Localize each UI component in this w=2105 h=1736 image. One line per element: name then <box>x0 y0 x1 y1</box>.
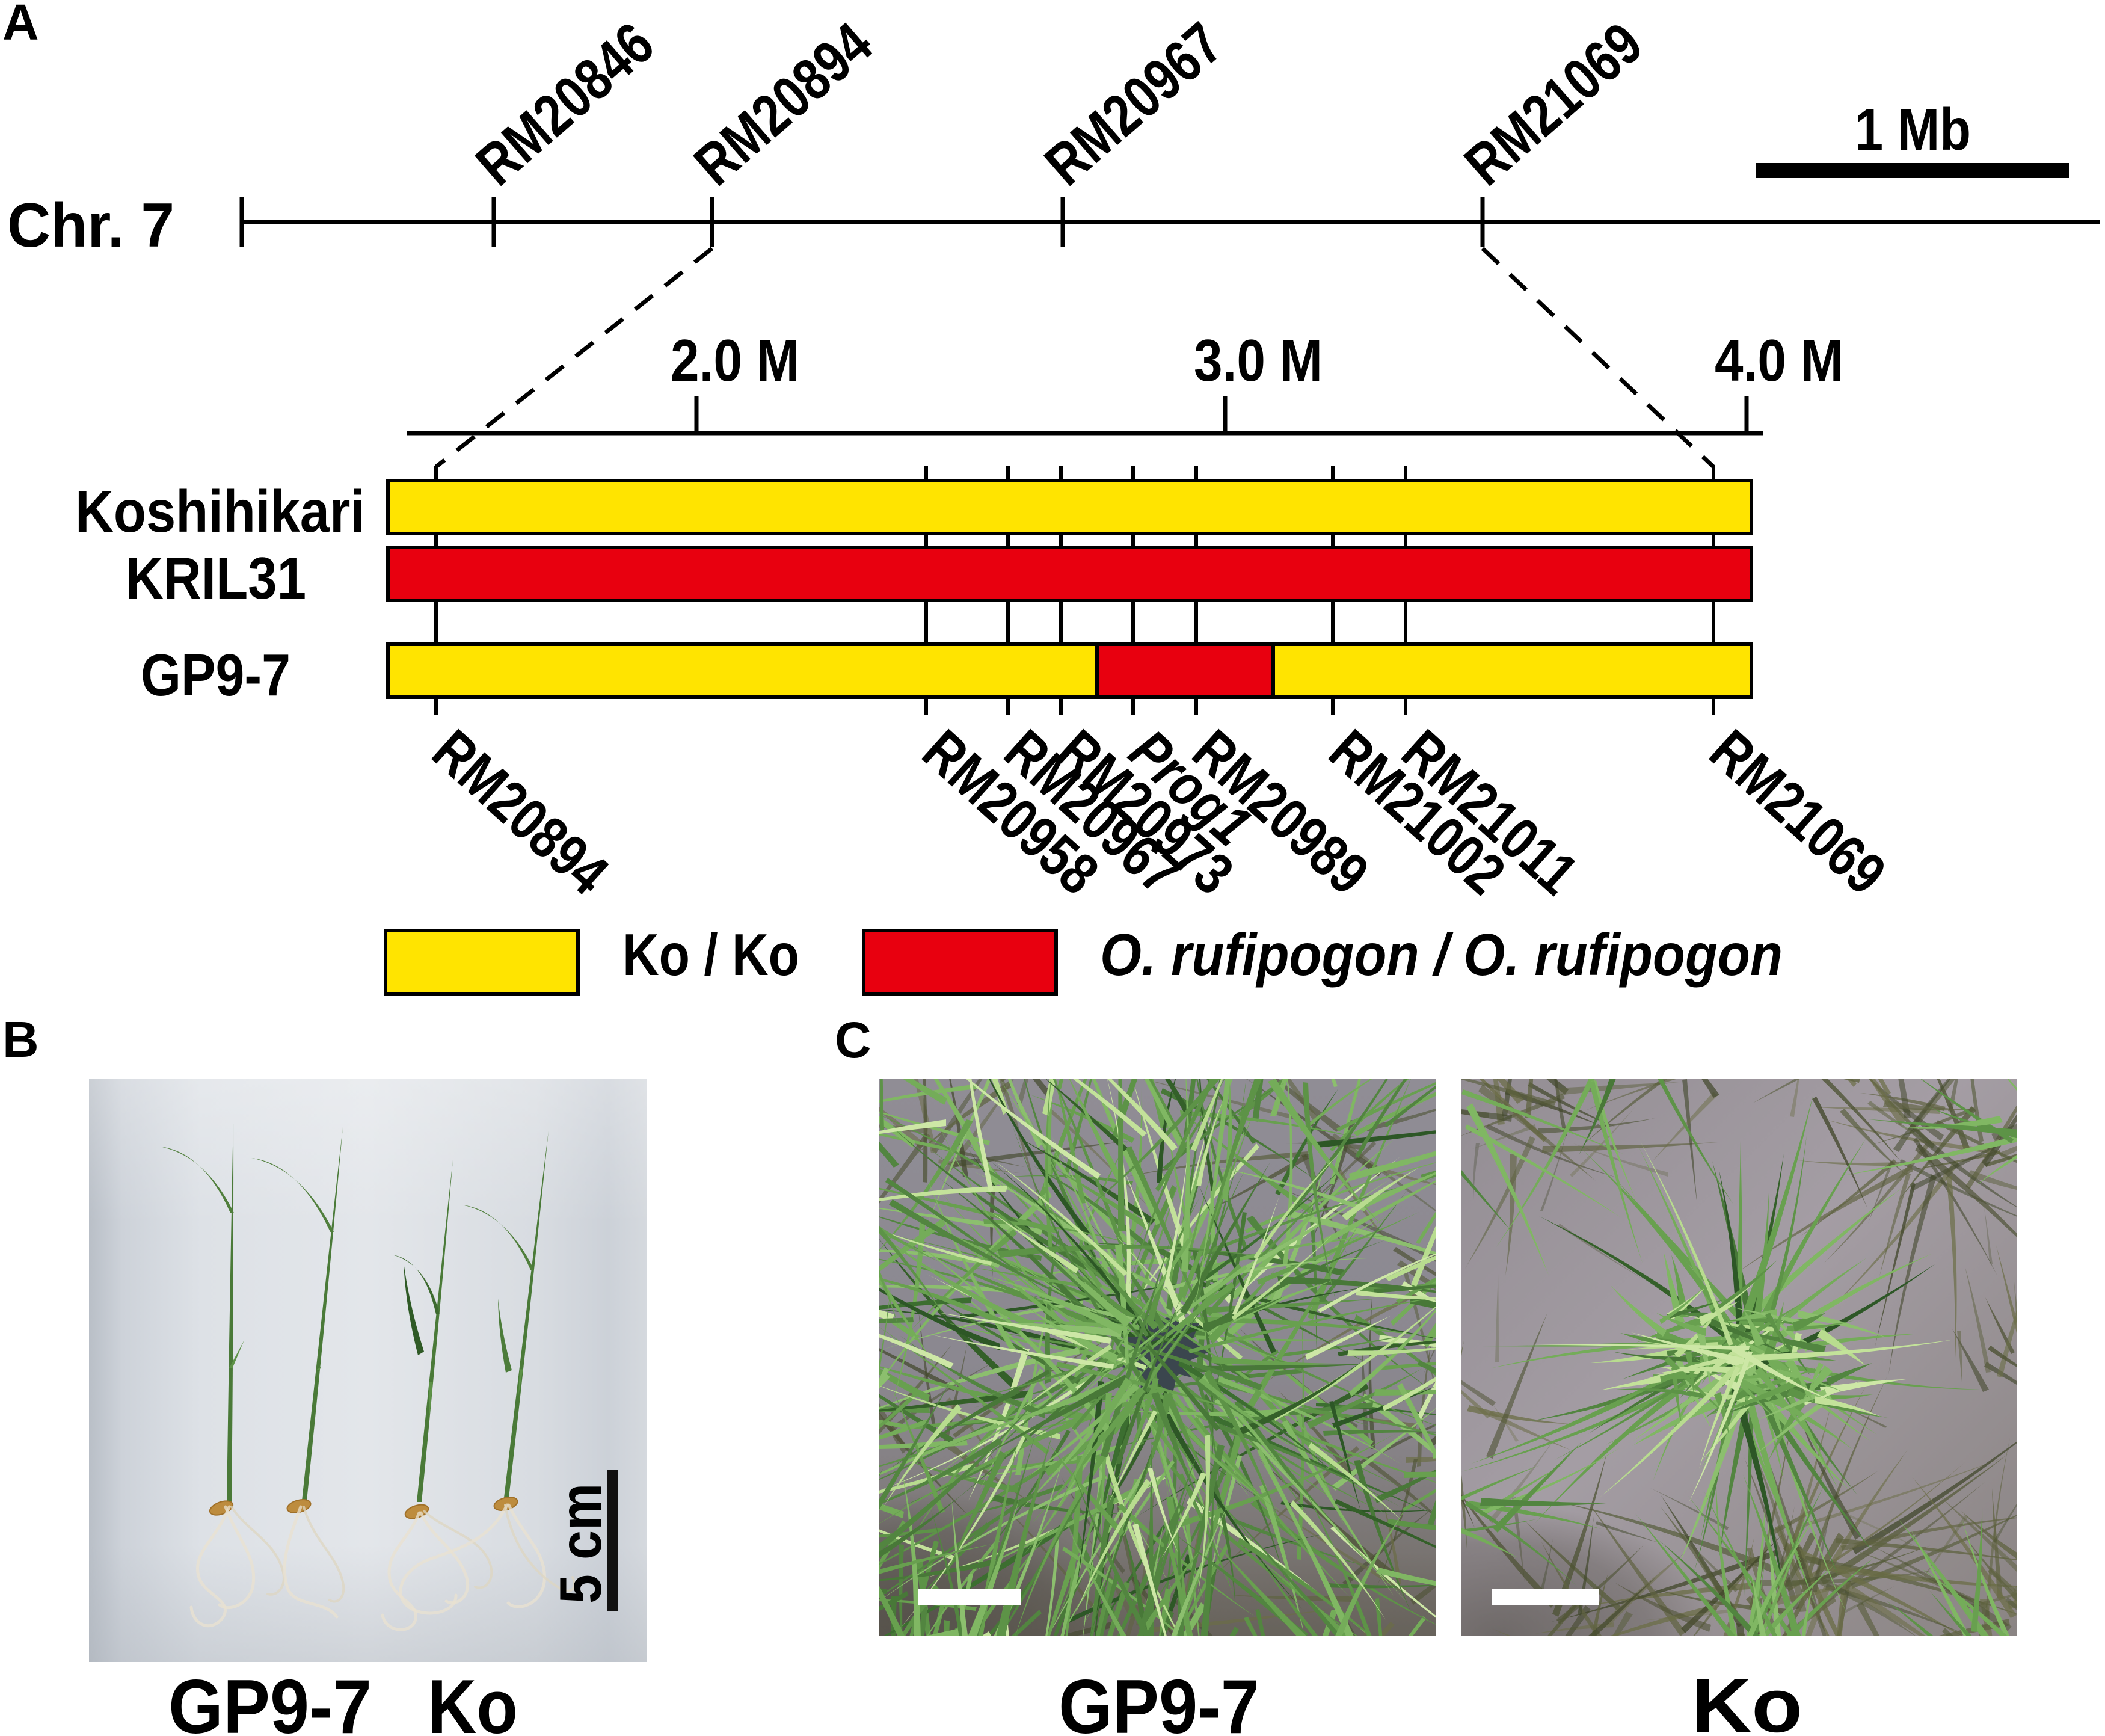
svg-text:4.0 M: 4.0 M <box>1715 327 1843 393</box>
svg-text:2.0 M: 2.0 M <box>671 327 799 393</box>
svg-text:B: B <box>2 1011 39 1068</box>
svg-text:1 Mb: 1 Mb <box>1855 96 1971 162</box>
svg-text:Ko: Ko <box>1691 1663 1802 1736</box>
svg-text:C: C <box>835 1012 871 1068</box>
svg-text:A: A <box>2 0 39 51</box>
svg-text:O. rufipogon / O. rufipogon: O. rufipogon / O. rufipogon <box>1100 922 1783 988</box>
svg-text:GP9-7: GP9-7 <box>168 1664 372 1736</box>
svg-text:5 cm: 5 cm <box>547 1483 613 1604</box>
svg-text:3.0 M: 3.0 M <box>1194 327 1323 393</box>
svg-text:Ko: Ko <box>428 1664 518 1736</box>
svg-text:Chr. 7: Chr. 7 <box>7 191 174 260</box>
svg-text:KRIL31: KRIL31 <box>126 545 306 611</box>
svg-text:Koshihikari: Koshihikari <box>75 478 365 544</box>
svg-text:GP9-7: GP9-7 <box>1059 1664 1259 1736</box>
svg-text:GP9-7: GP9-7 <box>141 642 290 708</box>
svg-text:Ko / Ko: Ko / Ko <box>622 922 799 988</box>
